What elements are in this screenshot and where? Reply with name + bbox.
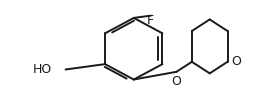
Text: O: O <box>232 55 242 68</box>
Text: F: F <box>147 14 154 27</box>
Text: O: O <box>171 75 181 88</box>
Text: HO: HO <box>33 63 52 76</box>
